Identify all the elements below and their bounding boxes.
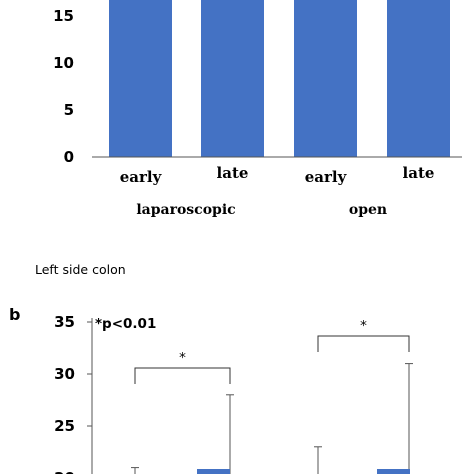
chart-panel-a: 0 5 10 15 early late early late laparoscopic op… [53,0,462,218]
error-bars-panel-b [131,363,413,474]
group-label: open [349,202,387,218]
significance-bracket [317,335,410,352]
bar-late-open [387,0,450,158]
y-tick-label: 5 [64,101,74,119]
y-tick-label: 10 [53,54,74,72]
y-tick-label: 15 [53,7,74,25]
y-axis-ticks-panel-b: 35 30 25 20 [54,313,93,474]
bar-top [197,469,230,474]
y-tick-label: 30 [54,365,75,383]
bars-panel-b [197,469,410,474]
group-label: laparoscopic [136,202,235,218]
bars-panel-a [109,0,450,158]
y-tick-label: 0 [64,148,74,166]
x-tick-label: early [305,168,348,186]
panel-letter-b: b [9,305,20,324]
significance-star: * [179,350,186,366]
x-tick-label: early [120,168,163,186]
significance-star: * [360,318,367,334]
bar-top [377,469,410,474]
y-axis-ticks-panel-a: 0 5 10 15 [53,7,74,166]
y-tick-label: 25 [54,417,75,435]
x-tick-label: late [217,164,249,182]
bar-late-laparoscopic [201,0,264,158]
significance-bracket [134,367,231,384]
significance-brackets: ** [134,318,410,384]
chart-panel-b: b *p<0.01 35302520 ** [9,305,413,474]
section-title: Left side colon [35,262,126,277]
x-axis-ticks-panel-a: early late early late [120,164,435,186]
bar-early-laparoscopic [109,0,172,158]
bar-early-open [294,0,357,158]
significance-note: *p<0.01 [95,316,156,332]
x-tick-label: late [403,164,435,182]
group-labels-panel-a: laparoscopic open [136,202,387,218]
y-tick-label: 20 [54,469,75,474]
y-tick-label: 35 [54,313,75,331]
